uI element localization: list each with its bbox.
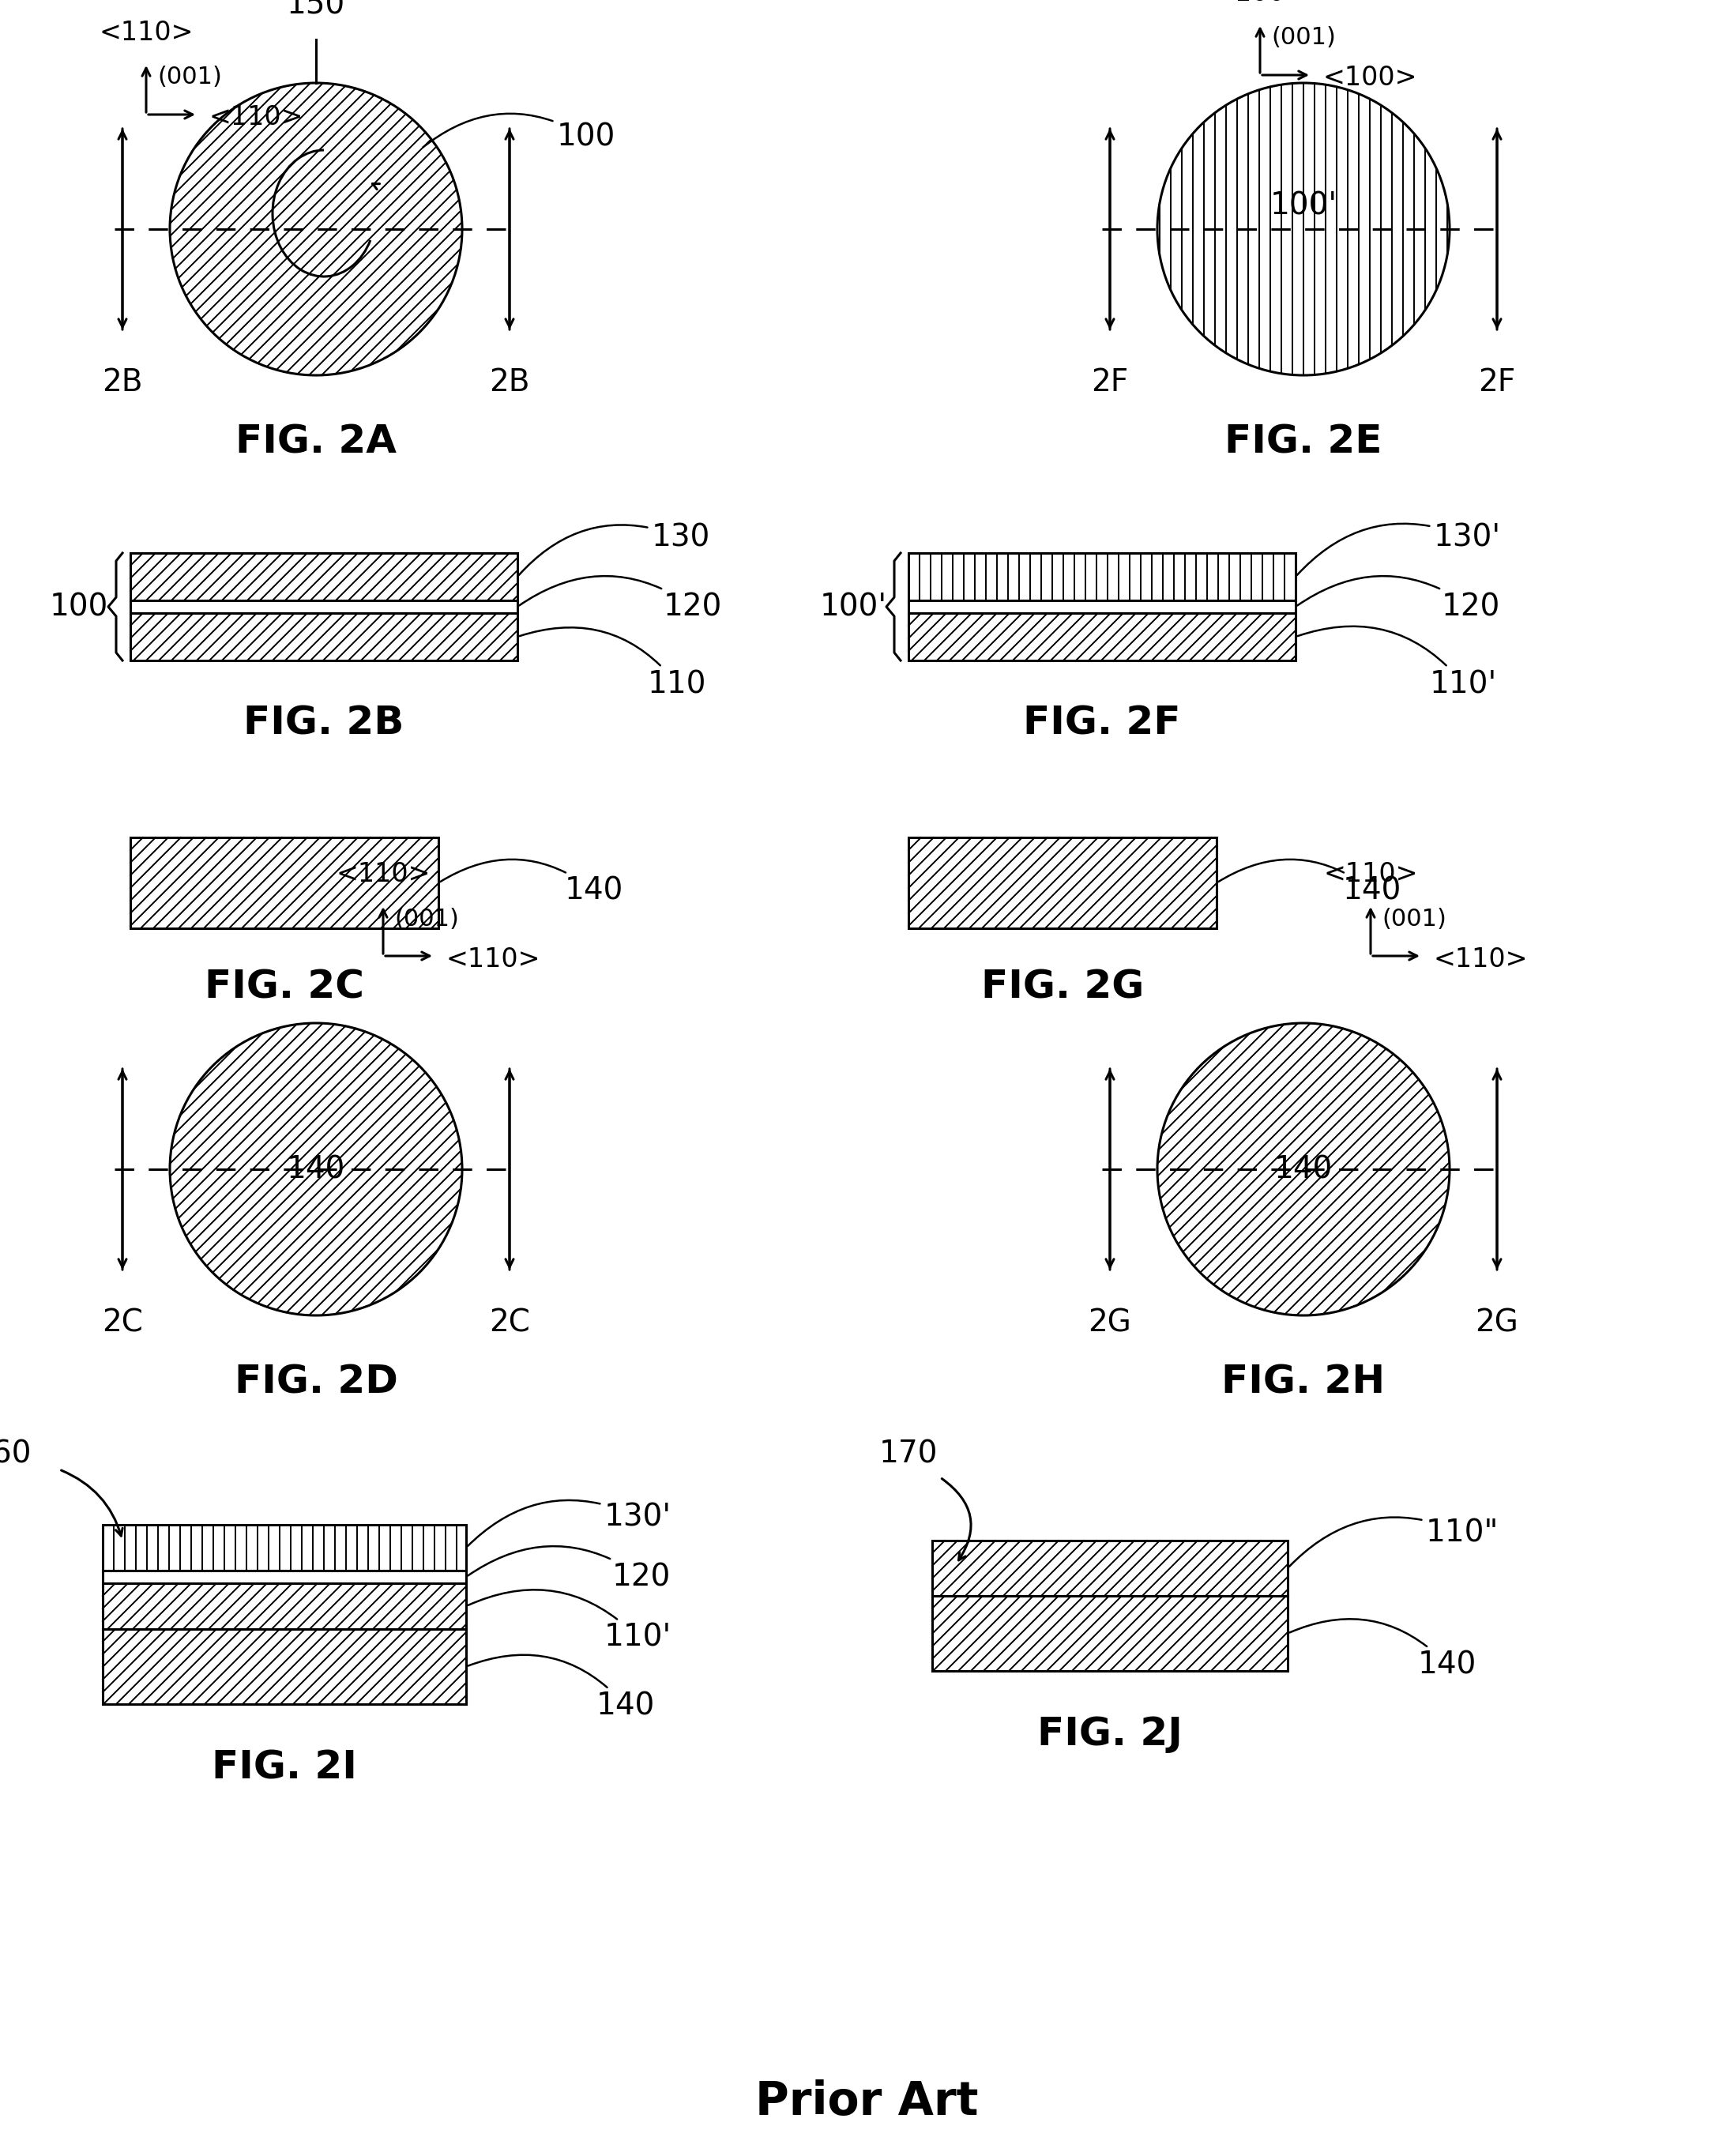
Text: <110>: <110> [336, 860, 430, 888]
Text: (001): (001) [1271, 26, 1335, 50]
Text: <100>: <100> [1323, 65, 1417, 91]
Text: 140: 140 [468, 1656, 655, 1720]
Bar [909, 837, 1217, 929]
Text: 100: 100 [423, 114, 616, 151]
Bar [909, 612, 1295, 660]
Bar [102, 1524, 466, 1570]
Text: FIG. 2C: FIG. 2C [205, 968, 364, 1007]
Text: <100>: <100> [1212, 0, 1307, 6]
Text: <110>: <110> [208, 106, 303, 132]
Text: 140: 140 [286, 1153, 345, 1184]
Text: 2C: 2C [102, 1307, 142, 1337]
Bar [909, 599, 1295, 612]
Text: 2C: 2C [489, 1307, 531, 1337]
Circle shape [1157, 1024, 1450, 1315]
Text: <110>: <110> [99, 19, 194, 45]
Text: 130': 130' [1297, 522, 1502, 576]
Text: 140: 140 [1290, 1619, 1477, 1680]
Text: FIG. 2J: FIG. 2J [1037, 1716, 1183, 1753]
Text: 2B: 2B [489, 367, 531, 397]
Text: 2G: 2G [1089, 1307, 1132, 1337]
Bar [130, 599, 517, 612]
Bar [102, 1630, 466, 1703]
Circle shape [170, 1024, 463, 1315]
Text: FIG. 2A: FIG. 2A [236, 423, 397, 461]
Text: <110>: <110> [1323, 860, 1418, 888]
Bar [130, 837, 439, 929]
Text: (001): (001) [1382, 908, 1446, 929]
Text: 170: 170 [879, 1438, 938, 1468]
Text: 100: 100 [50, 591, 108, 621]
Bar [130, 612, 517, 660]
Text: <110>: <110> [1432, 946, 1528, 972]
Bar [933, 1595, 1288, 1671]
Text: FIG. 2F: FIG. 2F [1023, 705, 1181, 742]
Text: 2G: 2G [1476, 1307, 1519, 1337]
Text: 100': 100' [1269, 190, 1337, 220]
Text: 140: 140 [440, 860, 624, 906]
Bar [102, 1524, 466, 1570]
Text: 130: 130 [518, 522, 711, 576]
Text: <110>: <110> [446, 946, 539, 972]
Bar [909, 554, 1295, 599]
Text: 110: 110 [520, 627, 707, 699]
Bar [102, 1583, 466, 1630]
Text: 140: 140 [1219, 860, 1401, 906]
Circle shape [170, 82, 463, 375]
Text: 110': 110' [468, 1589, 671, 1654]
Bar [933, 1542, 1288, 1595]
Bar [102, 1583, 466, 1630]
Text: 110": 110" [1288, 1518, 1498, 1567]
Text: FIG. 2I: FIG. 2I [212, 1749, 357, 1787]
Bar [909, 612, 1295, 660]
Bar [933, 1595, 1288, 1671]
Text: 120: 120 [468, 1546, 671, 1591]
Bar [909, 554, 1295, 599]
Bar [130, 554, 517, 599]
Bar [130, 612, 517, 660]
Bar [102, 1630, 466, 1703]
Text: FIG. 2E: FIG. 2E [1224, 423, 1382, 461]
Text: 120: 120 [1297, 576, 1500, 621]
Text: 2B: 2B [102, 367, 142, 397]
Text: 110': 110' [1297, 625, 1496, 699]
Text: Prior Art: Prior Art [756, 2078, 978, 2124]
Text: 130': 130' [468, 1501, 671, 1546]
Bar [130, 837, 439, 929]
Text: FIG. 2G: FIG. 2G [981, 968, 1144, 1007]
Text: 120: 120 [518, 576, 723, 621]
Circle shape [1157, 82, 1450, 375]
Text: FIG. 2D: FIG. 2D [234, 1363, 397, 1401]
Bar [130, 554, 517, 599]
Text: FIG. 2B: FIG. 2B [243, 705, 404, 742]
Bar [102, 1570, 466, 1583]
Text: 100': 100' [820, 591, 886, 621]
Text: 150: 150 [286, 0, 345, 19]
Text: 140: 140 [1274, 1153, 1333, 1184]
Text: 160: 160 [0, 1438, 31, 1468]
Text: (001): (001) [158, 67, 222, 88]
Text: FIG. 2H: FIG. 2H [1222, 1363, 1385, 1401]
Text: (001): (001) [394, 908, 460, 929]
Text: 2F: 2F [1091, 367, 1129, 397]
Bar [933, 1542, 1288, 1595]
Bar [909, 837, 1217, 929]
Text: 2F: 2F [1479, 367, 1516, 397]
